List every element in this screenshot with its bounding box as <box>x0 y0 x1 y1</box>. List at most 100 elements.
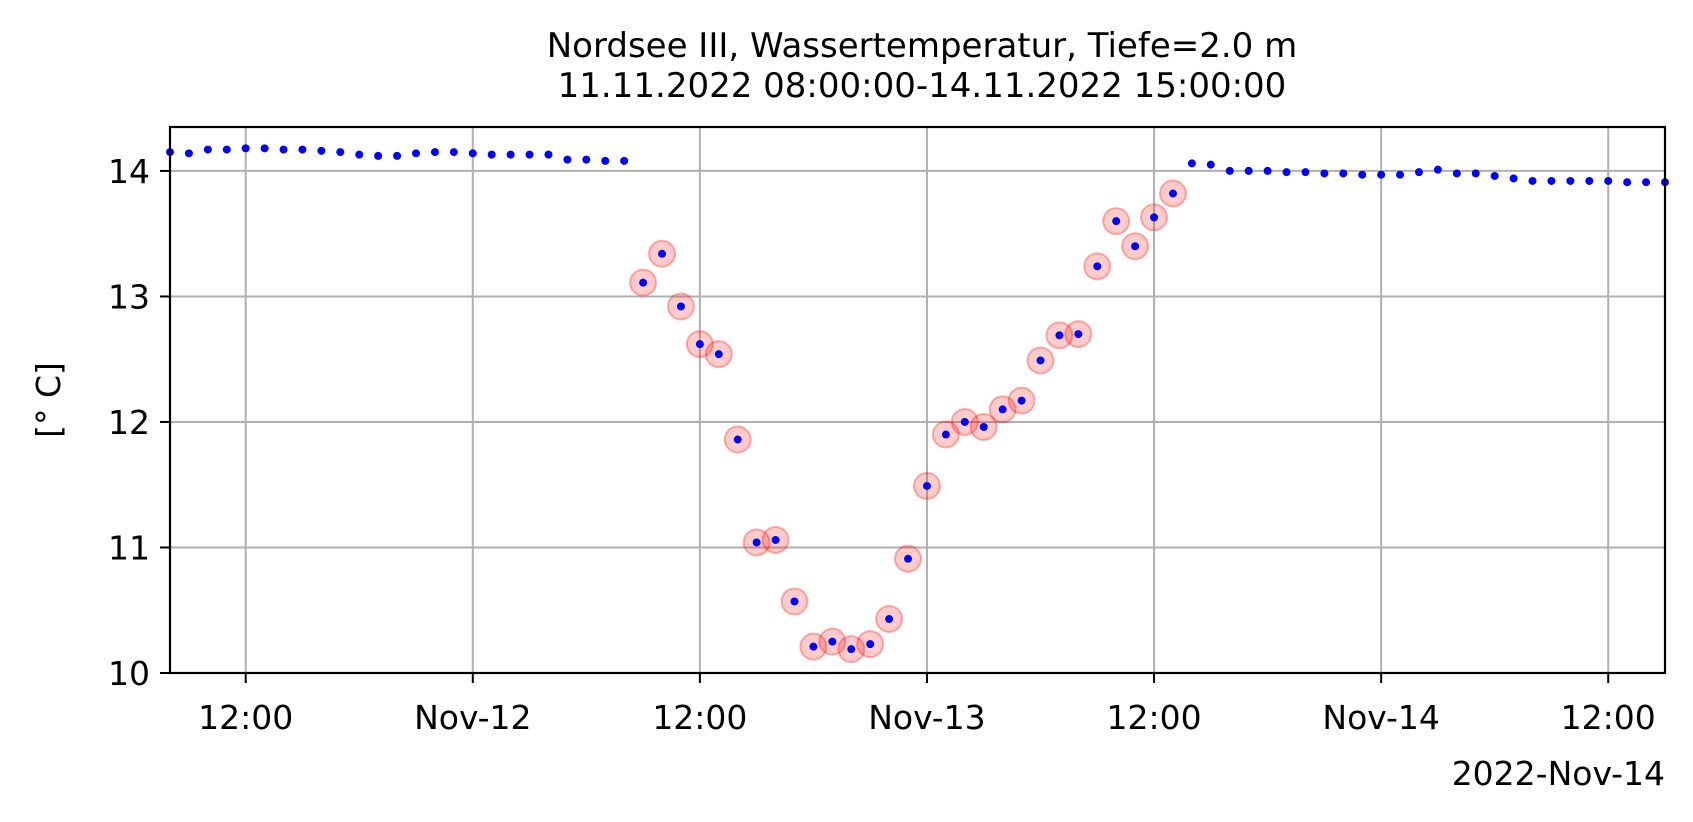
data-point <box>1320 169 1329 178</box>
data-point <box>904 554 913 563</box>
data-point <box>544 150 553 159</box>
data-point <box>506 150 515 159</box>
data-point <box>601 156 610 165</box>
data-points <box>166 144 1669 664</box>
data-point <box>1642 178 1651 187</box>
x-tick-label: 12:00 <box>1561 698 1656 737</box>
y-tick-label: 10 <box>108 654 150 693</box>
x-tick-label: Nov-13 <box>868 698 985 737</box>
data-point <box>241 144 250 153</box>
data-point <box>355 150 364 159</box>
data-point <box>639 278 648 287</box>
data-point <box>279 145 288 154</box>
data-point <box>1414 168 1423 177</box>
data-point <box>998 405 1007 414</box>
data-point <box>222 145 231 154</box>
chart-subtitle: 11.11.2022 08:00:00-14.11.2022 15:00:00 <box>558 66 1287 106</box>
x-tick-label: 12:00 <box>1106 698 1201 737</box>
data-point <box>468 149 477 158</box>
data-point <box>1547 176 1556 185</box>
data-point <box>1282 168 1291 177</box>
data-point <box>1131 242 1140 251</box>
data-point <box>1339 169 1348 178</box>
data-point <box>960 417 969 426</box>
data-point <box>1471 169 1480 178</box>
data-point <box>1263 166 1272 175</box>
x-axis-offset-label: 2022-Nov-14 <box>1452 754 1665 793</box>
data-point <box>1168 189 1177 198</box>
data-point <box>1566 176 1575 185</box>
data-point <box>317 146 326 155</box>
data-point <box>1206 160 1215 169</box>
data-point <box>752 538 761 547</box>
chart-title: Nordsee III, Wassertemperatur, Tiefe=2.0… <box>547 26 1297 66</box>
data-point <box>1377 170 1386 179</box>
data-point <box>658 249 667 258</box>
data-point <box>922 481 931 490</box>
data-point <box>1244 166 1253 175</box>
data-point <box>620 156 629 165</box>
data-point <box>1452 169 1461 178</box>
data-point <box>1396 170 1405 179</box>
data-point <box>695 340 704 349</box>
data-point <box>203 145 212 154</box>
data-point <box>374 151 383 160</box>
data-point <box>1490 171 1499 180</box>
data-point <box>260 144 269 153</box>
data-point <box>1433 165 1442 174</box>
data-point <box>298 145 307 154</box>
data-point <box>771 535 780 544</box>
data-point <box>1358 170 1367 179</box>
data-point <box>1074 330 1083 339</box>
data-point <box>393 151 402 160</box>
data-point <box>714 350 723 359</box>
data-point <box>979 422 988 431</box>
data-point <box>866 640 875 649</box>
data-point <box>563 155 572 164</box>
data-point <box>336 148 345 157</box>
data-point <box>809 642 818 651</box>
data-point <box>885 615 894 624</box>
data-point <box>1301 168 1310 177</box>
data-point <box>733 435 742 444</box>
data-point <box>449 148 458 157</box>
data-point <box>1036 356 1045 365</box>
data-point <box>1187 159 1196 168</box>
y-tick-label: 13 <box>108 277 150 316</box>
x-tick-label: 12:00 <box>652 698 747 737</box>
data-point <box>1055 331 1064 340</box>
y-tick-label: 12 <box>108 403 150 442</box>
data-point <box>847 645 856 654</box>
data-point <box>828 637 837 646</box>
plot-frame <box>168 125 1667 675</box>
x-axis-ticks: 12:00 Nov-12 12:00 Nov-13 12:00 Nov-14 12:00 <box>198 673 1656 737</box>
data-point <box>430 148 439 157</box>
data-point <box>1604 176 1613 185</box>
data-point <box>941 430 950 439</box>
data-point <box>1093 262 1102 271</box>
data-point <box>1623 178 1632 187</box>
y-axis-label: [° C] <box>29 362 68 438</box>
data-point <box>1017 396 1026 405</box>
data-point <box>1225 166 1234 175</box>
x-tick-label: Nov-14 <box>1322 698 1439 737</box>
x-tick-label: 12:00 <box>198 698 293 737</box>
data-point <box>790 597 799 606</box>
data-point <box>582 155 591 164</box>
data-point <box>1150 213 1159 222</box>
data-point <box>525 150 534 159</box>
data-point <box>487 150 496 159</box>
data-point <box>1112 217 1121 226</box>
data-point <box>184 149 193 158</box>
y-tick-label: 11 <box>108 528 150 567</box>
x-tick-label: Nov-12 <box>414 698 531 737</box>
data-point <box>1585 176 1594 185</box>
y-tick-label: 14 <box>108 152 150 191</box>
data-point <box>1528 176 1537 185</box>
y-axis-ticks: 10 11 12 13 14 <box>108 152 170 693</box>
data-point <box>1509 174 1518 183</box>
data-point <box>676 302 685 311</box>
data-point <box>412 149 421 158</box>
